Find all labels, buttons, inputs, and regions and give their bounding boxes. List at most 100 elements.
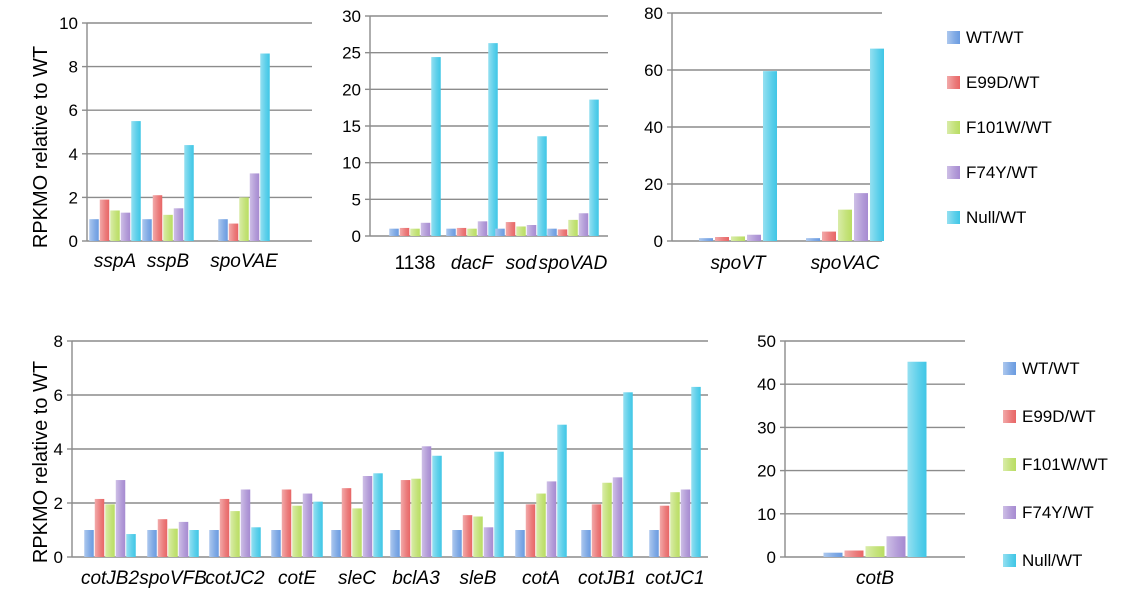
category-label: spoVAE (210, 251, 278, 272)
bar-sspB-WT-WT (142, 219, 152, 241)
bar-spoVAD-Null-WT (589, 99, 599, 236)
bar-spoVAE-Null-WT (260, 53, 270, 241)
y-tick-label: 50 (757, 332, 776, 351)
bar-cotJC2-Null-WT (251, 527, 261, 557)
legend-top: WT/WT E99D/WT F101W/WT F74Y/WT Null/WT (947, 28, 1052, 227)
bar-cotJB2-F74Y-WT (115, 480, 126, 557)
y-tick-label: 10 (757, 505, 776, 524)
y-tick-label: 20 (757, 462, 776, 481)
bar-1138-Null-WT (431, 57, 441, 236)
category-label: cotJC1 (645, 568, 704, 589)
bar-bclA3-Null-WT (432, 455, 442, 557)
legend-label: Null/WT (966, 208, 1026, 227)
y-tick-label: 8 (54, 332, 63, 351)
bar-bclA3-E99D-WT (400, 480, 411, 557)
y-tick-label: 10 (342, 154, 361, 173)
bar-sleB-WT-WT (452, 530, 462, 557)
bar-cotJC1-WT-WT (649, 530, 659, 557)
bar-dacF-F101W-WT (467, 228, 477, 236)
bar-cotE-F101W-WT (292, 505, 302, 557)
legend-swatch (947, 121, 960, 134)
bar-bclA3-F101W-WT (411, 478, 421, 557)
y-tick-label: 40 (757, 375, 776, 394)
category-label: spoVAC (811, 253, 880, 274)
bar-sspA-F74Y-WT (120, 212, 131, 241)
bar-1138-F74Y-WT (420, 222, 431, 236)
bar-1138-WT-WT (389, 228, 399, 236)
y-tick-label: 10 (59, 14, 78, 33)
category-label: sspA (94, 251, 136, 272)
bar-spoVT-F101W-WT (731, 236, 745, 241)
bar-cotJC1-F74Y-WT (680, 489, 691, 557)
y-tick-label: 0 (767, 548, 776, 567)
bar-cotB-WT-WT (823, 552, 843, 557)
bar-spoVFB-Null-WT (189, 530, 199, 557)
bar-cotJC1-F101W-WT (670, 492, 680, 557)
category-label: sleC (338, 568, 376, 589)
ylabel-top: RPKMO relative to WT (30, 46, 52, 248)
bar-cotJC2-F101W-WT (230, 511, 240, 557)
bar-spoVAC-F74Y-WT (854, 193, 868, 241)
bar-sleB-Null-WT (494, 451, 504, 557)
bar-spoVT-WT-WT (699, 238, 713, 241)
y-tick-label: 30 (757, 418, 776, 437)
y-tick-label: 0 (54, 548, 63, 567)
bar-cotA-WT-WT (515, 530, 525, 557)
legend-label: F74Y/WT (1022, 503, 1094, 522)
bar-cotB-E99D-WT (844, 550, 864, 557)
legend-label: E99D/WT (966, 73, 1040, 92)
category-label: spoVFB (139, 568, 207, 589)
bar-sod-F101W-WT (516, 226, 526, 236)
bar-sod-WT-WT (495, 228, 505, 236)
legend-swatch (947, 211, 960, 224)
bar-cotJB1-Null-WT (623, 392, 633, 557)
bar-spoVAC-F101W-WT (838, 209, 852, 241)
bar-dacF-E99D-WT (456, 227, 467, 236)
y-tick-label: 4 (69, 145, 78, 164)
bar-spoVT-E99D-WT (715, 237, 729, 241)
category-label: cotJC2 (205, 568, 265, 589)
category-label: spoVAD (539, 253, 608, 274)
legend-swatch (1003, 554, 1016, 567)
legend-bottom: WT/WT E99D/WT F101W/WT F74Y/WT Null/WT (1003, 359, 1108, 570)
y-tick-label: 0 (654, 232, 663, 251)
bar-cotJC1-E99D-WT (659, 505, 670, 557)
bar-spoVT-Null-WT (763, 71, 777, 241)
bar-sod-Null-WT (537, 136, 547, 236)
bar-sspB-F101W-WT (163, 214, 173, 241)
bar-cotJB1-E99D-WT (591, 504, 602, 557)
y-tick-label: 8 (69, 58, 78, 77)
legend-label: WT/WT (966, 28, 1024, 47)
bar-1138-F101W-WT (410, 228, 420, 236)
bar-sspA-E99D-WT (99, 199, 110, 241)
bar-spoVAD-F101W-WT (568, 219, 578, 236)
y-tick-label: 25 (342, 44, 361, 63)
bar-dacF-WT-WT (446, 228, 456, 236)
bar-spoVT-F74Y-WT (747, 234, 761, 241)
bar-sspA-WT-WT (89, 219, 99, 241)
bar-1138-E99D-WT (399, 227, 410, 236)
y-tick-label: 20 (342, 80, 361, 99)
legend-swatch (947, 31, 960, 44)
y-tick-label: 6 (69, 101, 78, 120)
legend-label: F101W/WT (966, 118, 1052, 137)
y-tick-label: 0 (69, 232, 78, 251)
category-label: cotE (278, 568, 316, 589)
bar-spoVFB-WT-WT (147, 530, 157, 557)
bar-sleC-WT-WT (331, 530, 341, 557)
bar-cotE-Null-WT (313, 501, 323, 557)
y-tick-label: 4 (54, 440, 63, 459)
category-label: cotB (856, 568, 894, 589)
bar-cotJC2-WT-WT (209, 530, 219, 557)
y-tick-label: 20 (644, 175, 663, 194)
bar-cotA-E99D-WT (525, 504, 536, 557)
y-tick-label: 40 (644, 118, 663, 137)
legend-label: Null/WT (1022, 551, 1082, 570)
category-label: cotA (522, 568, 560, 589)
bar-spoVAE-F101W-WT (239, 197, 249, 241)
legend-swatch (1003, 362, 1016, 375)
legend-label: WT/WT (1022, 359, 1080, 378)
bar-sleB-F74Y-WT (483, 527, 494, 557)
bar-cotB-F74Y-WT (886, 536, 906, 557)
